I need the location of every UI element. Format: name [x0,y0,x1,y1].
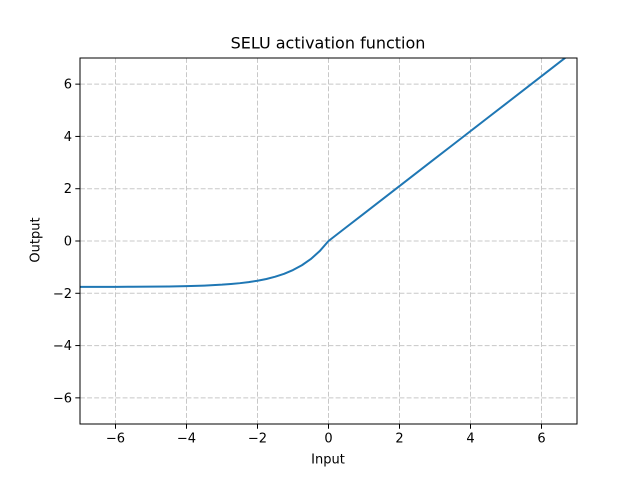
x-tick-label: 4 [466,432,474,447]
x-axis-label: Input [311,452,345,468]
x-tick-label: −6 [106,432,125,447]
y-tick-label: 0 [64,235,72,250]
selu-curve [80,58,567,288]
y-tick-label: 2 [64,182,72,197]
x-tick-label: 2 [395,432,403,447]
y-axis-label: Output [28,217,44,263]
x-tick-label: −4 [177,432,196,447]
y-tick-label: 4 [64,130,72,145]
y-tick-label: 6 [64,78,72,93]
y-tick-label: −2 [53,287,72,302]
y-tick-label: −4 [53,339,72,354]
x-tick-label: 0 [324,432,332,447]
x-tick-label: −2 [248,432,267,447]
x-tick-label: 6 [537,432,545,447]
y-tick-label: −6 [53,391,72,406]
chart-title: SELU activation function [230,33,426,53]
